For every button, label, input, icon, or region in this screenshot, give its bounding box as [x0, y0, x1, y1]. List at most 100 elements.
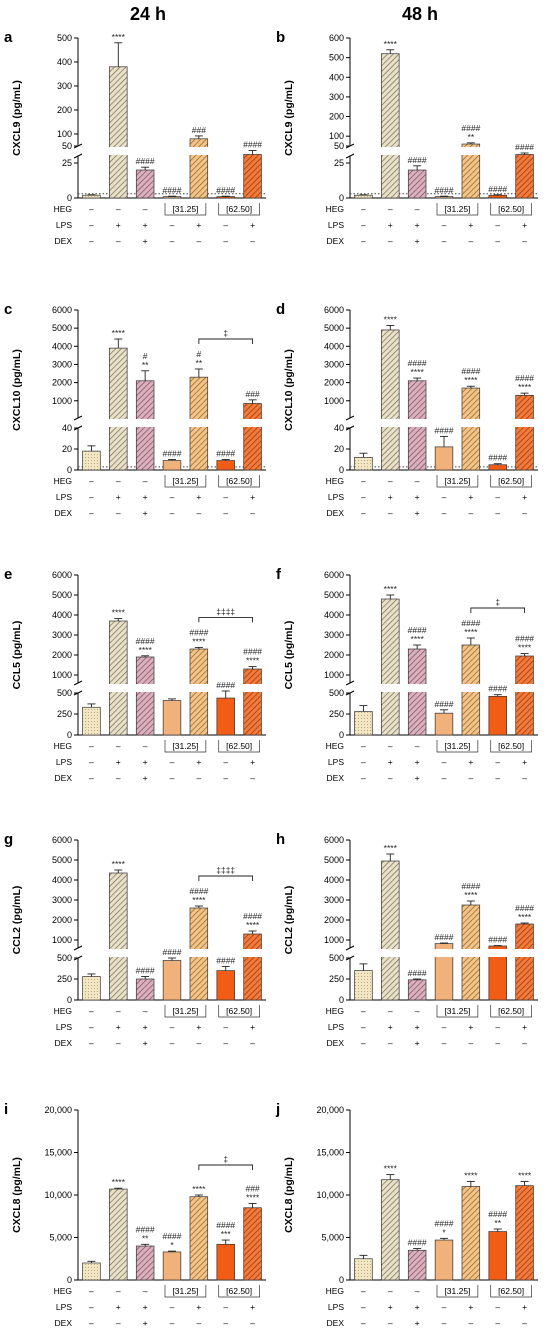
treatment-mark: –: [116, 773, 121, 783]
treatment-mark: –: [361, 236, 366, 246]
panel-letter-e: e: [4, 566, 12, 583]
treatment-mark: –: [89, 1006, 94, 1016]
y-tick-label: 6000: [324, 305, 344, 315]
significance-label: ####: [515, 142, 534, 152]
bar-break-gap: [380, 419, 401, 427]
significance-label: ####: [408, 1238, 427, 1248]
treatment-mark: +: [143, 508, 148, 518]
bar-ctrl: [354, 970, 373, 1001]
bar-HEG31.25+LPS: [461, 387, 481, 471]
treatment-mark: +: [415, 1302, 420, 1312]
significance-label: ####: [461, 366, 480, 376]
treatment-mark: –: [415, 741, 420, 751]
treatment-row-heg: HEG: [326, 204, 344, 214]
treatment-mark: –: [143, 1006, 148, 1016]
significance-label: ****: [139, 645, 153, 655]
y-tick-label: 40: [334, 423, 344, 433]
treatment-mark: –: [89, 236, 94, 246]
significance-label: ####: [243, 911, 262, 921]
treatment-mark: +: [522, 492, 527, 502]
y-tick-label: 10,000: [44, 1190, 72, 1200]
treatment-mark: –: [170, 1038, 175, 1048]
concentration-bracket: [436, 1005, 479, 1018]
bar-HEG62.50: [216, 1243, 235, 1281]
y-tick-label: 1000: [324, 396, 344, 406]
treatment-row-heg: HEG: [54, 1286, 72, 1296]
significance-label: ****: [411, 367, 425, 377]
treatment-mark: –: [89, 741, 94, 751]
treatment-mark: –: [223, 1318, 228, 1328]
treatment-mark: –: [361, 741, 366, 751]
treatment-mark: –: [442, 1038, 447, 1048]
significance-label: ****: [192, 636, 206, 646]
y-axis-title-g: CCL2 (pg/mL): [11, 886, 23, 955]
significance-label: ####: [435, 425, 454, 435]
treatment-mark: –: [361, 1318, 366, 1328]
significance-label: ****: [112, 1177, 126, 1187]
bracket-label: ‡‡‡‡: [216, 865, 235, 875]
bar-HEG31.25: [162, 460, 182, 471]
significance-label: ####: [488, 935, 507, 945]
treatment-mark: –: [170, 1302, 175, 1312]
treatment-mark: +: [522, 757, 527, 767]
treatment-mark: –: [170, 757, 175, 767]
panel-letter-i: i: [4, 1101, 8, 1118]
treatment-mark: –: [361, 1022, 366, 1032]
treatment-mark: –: [361, 773, 366, 783]
bar-HEG62.50+LPS: [243, 403, 262, 471]
treatment-mark: +: [196, 492, 201, 502]
bar-break-gap: [108, 147, 129, 155]
significance-label: ###: [245, 389, 259, 399]
treatment-mark: –: [170, 492, 175, 502]
concentration-label: [31.25]: [172, 1006, 198, 1016]
significance-label: **: [468, 132, 475, 142]
treatment-mark: –: [143, 476, 148, 486]
treatment-row-lps: LPS: [56, 1022, 72, 1032]
treatment-mark: –: [89, 773, 94, 783]
significance-label: ####: [515, 634, 534, 644]
bar-HEG62.50+LPS: [243, 1207, 262, 1281]
significance-label: ####: [488, 453, 507, 463]
bar-break-gap: [242, 684, 263, 692]
bar-ctrl: [82, 976, 101, 1001]
treatment-mark: –: [495, 220, 500, 230]
treatment-mark: –: [388, 236, 393, 246]
bar-HEG62.50+LPS: [515, 1185, 534, 1281]
treatment-mark: –: [170, 1318, 175, 1328]
treatment-mark: –: [361, 476, 366, 486]
treatment-mark: –: [116, 476, 121, 486]
y-tick-label: 500: [57, 688, 72, 698]
y-tick-label: 5000: [52, 855, 72, 865]
y-tick-label: 500: [57, 953, 72, 963]
treatment-mark: –: [223, 1022, 228, 1032]
bar-break-gap: [380, 949, 401, 957]
y-tick-label: 10,000: [316, 1190, 344, 1200]
concentration-label: [62.50]: [226, 1286, 252, 1296]
treatment-mark: +: [415, 1022, 420, 1032]
significance-label: ****: [384, 1164, 398, 1174]
bar-break-gap: [407, 684, 428, 692]
treatment-mark: –: [223, 1302, 228, 1312]
treatment-mark: +: [196, 1302, 201, 1312]
bar-HEG31.25: [162, 960, 182, 1001]
y-tick-label: 500: [57, 33, 72, 43]
treatment-mark: –: [116, 236, 121, 246]
bar-break-gap: [460, 949, 481, 957]
treatment-mark: –: [442, 508, 447, 518]
bar-ctrl: [354, 711, 373, 736]
axis-break-mark: [345, 945, 355, 951]
y-axis-title-a: CXCL9 (pg/mL): [11, 80, 23, 156]
y-tick-label: 2000: [324, 378, 344, 388]
treatment-mark: –: [495, 492, 500, 502]
concentration-bracket: [490, 1285, 532, 1298]
bar-LPS+DEX: [407, 1249, 427, 1281]
bar-LPS: [109, 66, 128, 199]
treatment-mark: –: [495, 1318, 500, 1328]
bar-break-gap: [380, 147, 401, 155]
treatment-mark: +: [143, 220, 148, 230]
treatment-row-lps: LPS: [328, 220, 344, 230]
bar-break-gap: [188, 949, 209, 957]
bar-break-gap: [135, 419, 156, 427]
treatment-mark: –: [468, 1318, 473, 1328]
